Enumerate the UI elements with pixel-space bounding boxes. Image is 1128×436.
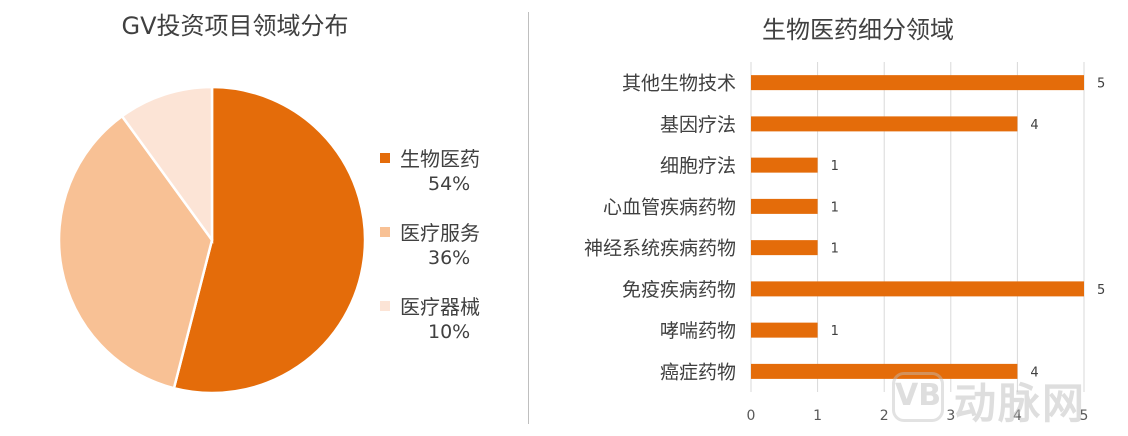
category-label: 其他生物技术 <box>622 73 736 95</box>
bar <box>751 363 1018 379</box>
category-label: 基因疗法 <box>660 114 736 136</box>
legend-percentage: 10% <box>428 321 471 343</box>
legend-item-medical-services: 医疗服务 36% <box>372 217 512 291</box>
bar <box>751 157 818 173</box>
legend-item-medical-devices: 医疗器械 10% <box>372 291 512 365</box>
x-tick-label: 2 <box>880 408 889 424</box>
category-label: 神经系统疾病药物 <box>584 238 736 260</box>
data-label: 1 <box>831 159 839 174</box>
data-label: 5 <box>1097 283 1105 298</box>
legend-percentage: 54% <box>428 173 471 195</box>
bar <box>751 198 818 214</box>
data-label: 4 <box>1030 118 1038 133</box>
legend-swatch <box>380 227 390 237</box>
bar <box>751 116 1018 132</box>
category-label: 癌症药物 <box>660 361 736 383</box>
pie-chart <box>57 85 367 395</box>
x-tick-label: 1 <box>813 408 822 424</box>
x-tick-label: 4 <box>1013 408 1022 424</box>
pie-panel: GV投资项目领域分布 生物医药 54% 医疗服务 36% 医疗器械 10% <box>0 0 530 436</box>
category-label: 细胞疗法 <box>660 155 736 177</box>
pie-slice <box>57 114 214 390</box>
category-label: 哮喘药物 <box>660 320 736 342</box>
pie-slice <box>120 85 214 244</box>
bar-chart: 0 1 2 3 4 5 其他生物技术 5 基因疗法 4 细胞疗法 1 心血管疾病药物 1 神经系统疾病药物 1… <box>584 62 1105 424</box>
bar-panel: 生物医药细分领域 0 1 2 3 4 5 其他生物技术 5 基因疗法 4 细胞疗法 1 心血管疾病药物 1… <box>530 0 1128 436</box>
legend-label: 医疗服务 <box>400 221 480 245</box>
category-label: 心血管疾病药物 <box>603 196 736 218</box>
bar <box>751 240 818 256</box>
data-label: 1 <box>831 242 839 257</box>
data-label: 5 <box>1097 77 1105 92</box>
bar <box>751 281 1084 297</box>
data-label: 1 <box>831 200 839 215</box>
legend-swatch <box>380 153 390 163</box>
legend-label: 生物医药 <box>400 147 480 171</box>
pie-legend: 生物医药 54% 医疗服务 36% 医疗器械 10% <box>372 143 512 365</box>
legend-swatch <box>380 301 390 311</box>
x-tick-label: 5 <box>1080 408 1089 424</box>
bar-chart-title: 生物医药细分领域 <box>762 16 954 44</box>
legend-label: 医疗器械 <box>400 295 480 319</box>
category-label: 免疫疾病药物 <box>622 279 736 301</box>
pie-slice <box>172 85 367 395</box>
data-label: 1 <box>831 324 839 339</box>
data-label: 4 <box>1030 365 1038 380</box>
pie-chart-title: GV投资项目领域分布 <box>121 12 349 40</box>
legend-percentage: 36% <box>428 247 471 269</box>
x-tick-label: 0 <box>747 408 756 424</box>
bar <box>751 322 818 338</box>
panel-divider <box>528 12 529 424</box>
legend-item-biopharma: 生物医药 54% <box>372 143 512 217</box>
x-tick-label: 3 <box>946 408 955 424</box>
bar <box>751 75 1084 91</box>
